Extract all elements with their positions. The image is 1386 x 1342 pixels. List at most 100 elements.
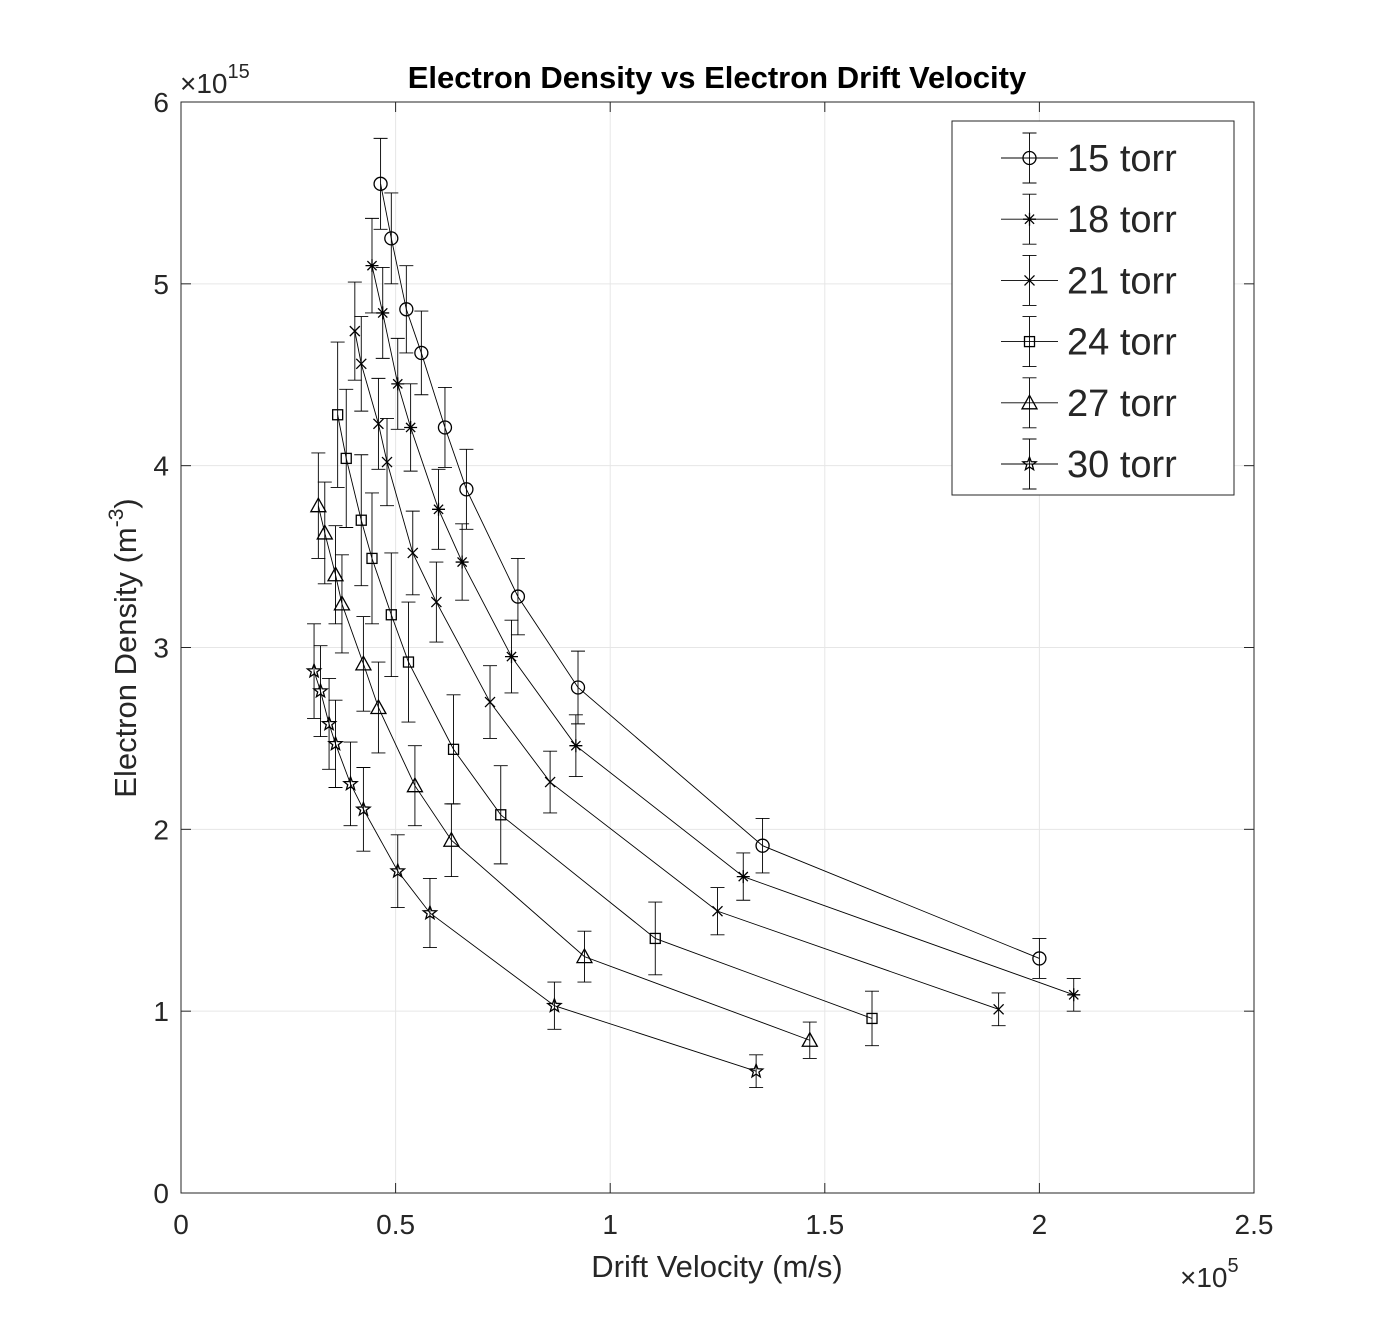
data-point: [327, 735, 344, 752]
data-point: [312, 682, 329, 699]
data-point: [407, 547, 419, 559]
data-point: [459, 482, 474, 497]
y-axis-label-exponent: -3: [105, 509, 128, 528]
data-point: [544, 776, 556, 788]
error-bar: [802, 1021, 817, 1059]
legend-error-bar: [1022, 377, 1037, 429]
legend-items: 15 torr 18 torr 21 torr 24 torr 27 torr 30 to…: [1001, 132, 1177, 490]
data-point: [866, 1012, 878, 1025]
error-bar: [401, 601, 416, 723]
data-point: [355, 514, 367, 526]
ticks: 0 0.5 1 1.5 2 2.5 0 1 2 3 4 5 6: [153, 87, 1273, 1240]
data-point: [354, 800, 372, 817]
data-point: [333, 595, 351, 611]
data-point: [372, 418, 384, 430]
error-bar: [356, 616, 371, 712]
x-tick-label: 0: [173, 1209, 189, 1240]
data-point: [399, 302, 414, 317]
series-15-torr: [373, 137, 1047, 979]
error-bar: [384, 552, 399, 678]
legend-box: [951, 120, 1235, 496]
legend-label: 18 torr: [1067, 199, 1177, 241]
error-bar: [354, 454, 369, 587]
error-bar: [444, 803, 459, 878]
legend-item: 30 torr: [1001, 438, 1177, 490]
x-tick-label: 2: [1032, 1209, 1048, 1240]
series-24-torr: [330, 341, 880, 1047]
x-tick-label: 1.5: [805, 1209, 844, 1240]
y-axis-label-close: ): [108, 498, 143, 508]
y-axis-label: Electron Density (m-3): [105, 498, 143, 797]
error-bar: [371, 661, 386, 754]
legend-item: 15 torr: [1001, 132, 1177, 184]
x-tick-label: 0.5: [376, 1209, 415, 1240]
error-bar: [390, 834, 405, 908]
data-point: [437, 420, 453, 435]
error-bar: [399, 265, 414, 354]
error-bar: [373, 137, 388, 230]
error-bar: [322, 677, 337, 770]
legend-marker: [1023, 335, 1036, 348]
x-exponent-base: ×10: [1180, 1262, 1228, 1293]
data-point: [569, 739, 583, 753]
y-tick-label: 0: [153, 1178, 169, 1209]
data-point: [404, 420, 418, 434]
data-point: [326, 565, 345, 582]
legend-label: 24 torr: [1067, 322, 1177, 364]
x-tick-label: 2.5: [1235, 1209, 1274, 1240]
data-point: [495, 809, 507, 821]
data-point: [993, 1003, 1005, 1015]
error-bar: [547, 981, 562, 1030]
error-bar: [749, 1054, 764, 1088]
data-point: [447, 743, 460, 755]
error-bar: [339, 388, 354, 528]
y-tick-label: 5: [153, 269, 169, 300]
y-exponent-base: ×10: [180, 68, 228, 99]
error-bar: [343, 741, 358, 827]
legend-item: 18 torr: [1001, 193, 1177, 245]
data-point: [305, 662, 323, 679]
data-point: [316, 524, 334, 540]
data-point: [430, 596, 442, 608]
data-point: [1067, 988, 1081, 1002]
y-axis-label-base: Electron Density (m: [108, 527, 143, 797]
data-point: [376, 306, 390, 320]
data-point: [349, 325, 361, 337]
error-bar: [328, 699, 343, 788]
error-bar: [313, 645, 328, 738]
data-point: [402, 656, 415, 668]
legend-marker: [1022, 150, 1037, 166]
series-21-torr: [347, 281, 1006, 1027]
error-bar: [865, 990, 880, 1047]
series-line: [371, 265, 1074, 996]
error-bar: [422, 877, 437, 948]
data-point: [570, 680, 586, 695]
y-exponent-power: 15: [228, 61, 250, 83]
data-point: [366, 552, 378, 565]
data-point: [432, 502, 446, 516]
data-point: [406, 776, 424, 793]
x-axis-label: Drift Velocity (m/s): [591, 1249, 842, 1284]
error-bar: [307, 623, 322, 719]
legend-label: 30 torr: [1067, 444, 1177, 486]
data-point: [747, 1062, 765, 1079]
data-point: [342, 775, 359, 792]
legend-marker: [1021, 455, 1038, 472]
error-bar: [577, 930, 592, 983]
error-bar: [330, 341, 345, 488]
data-point: [355, 358, 367, 370]
legend-label: 15 torr: [1067, 138, 1177, 180]
x-tick-label: 1: [602, 1209, 618, 1240]
error-bar: [407, 745, 422, 827]
series-line: [313, 671, 757, 1072]
series-27-torr: [309, 452, 819, 1059]
legend-item: 24 torr: [1001, 316, 1177, 368]
series-30-torr: [305, 623, 765, 1088]
data-point: [484, 696, 496, 708]
data-point: [391, 377, 405, 391]
error-bar: [384, 192, 399, 285]
error-bar: [356, 767, 371, 852]
y-exponent-label: ×1015: [180, 61, 250, 99]
data-point: [332, 409, 344, 421]
error-bar: [317, 481, 332, 585]
